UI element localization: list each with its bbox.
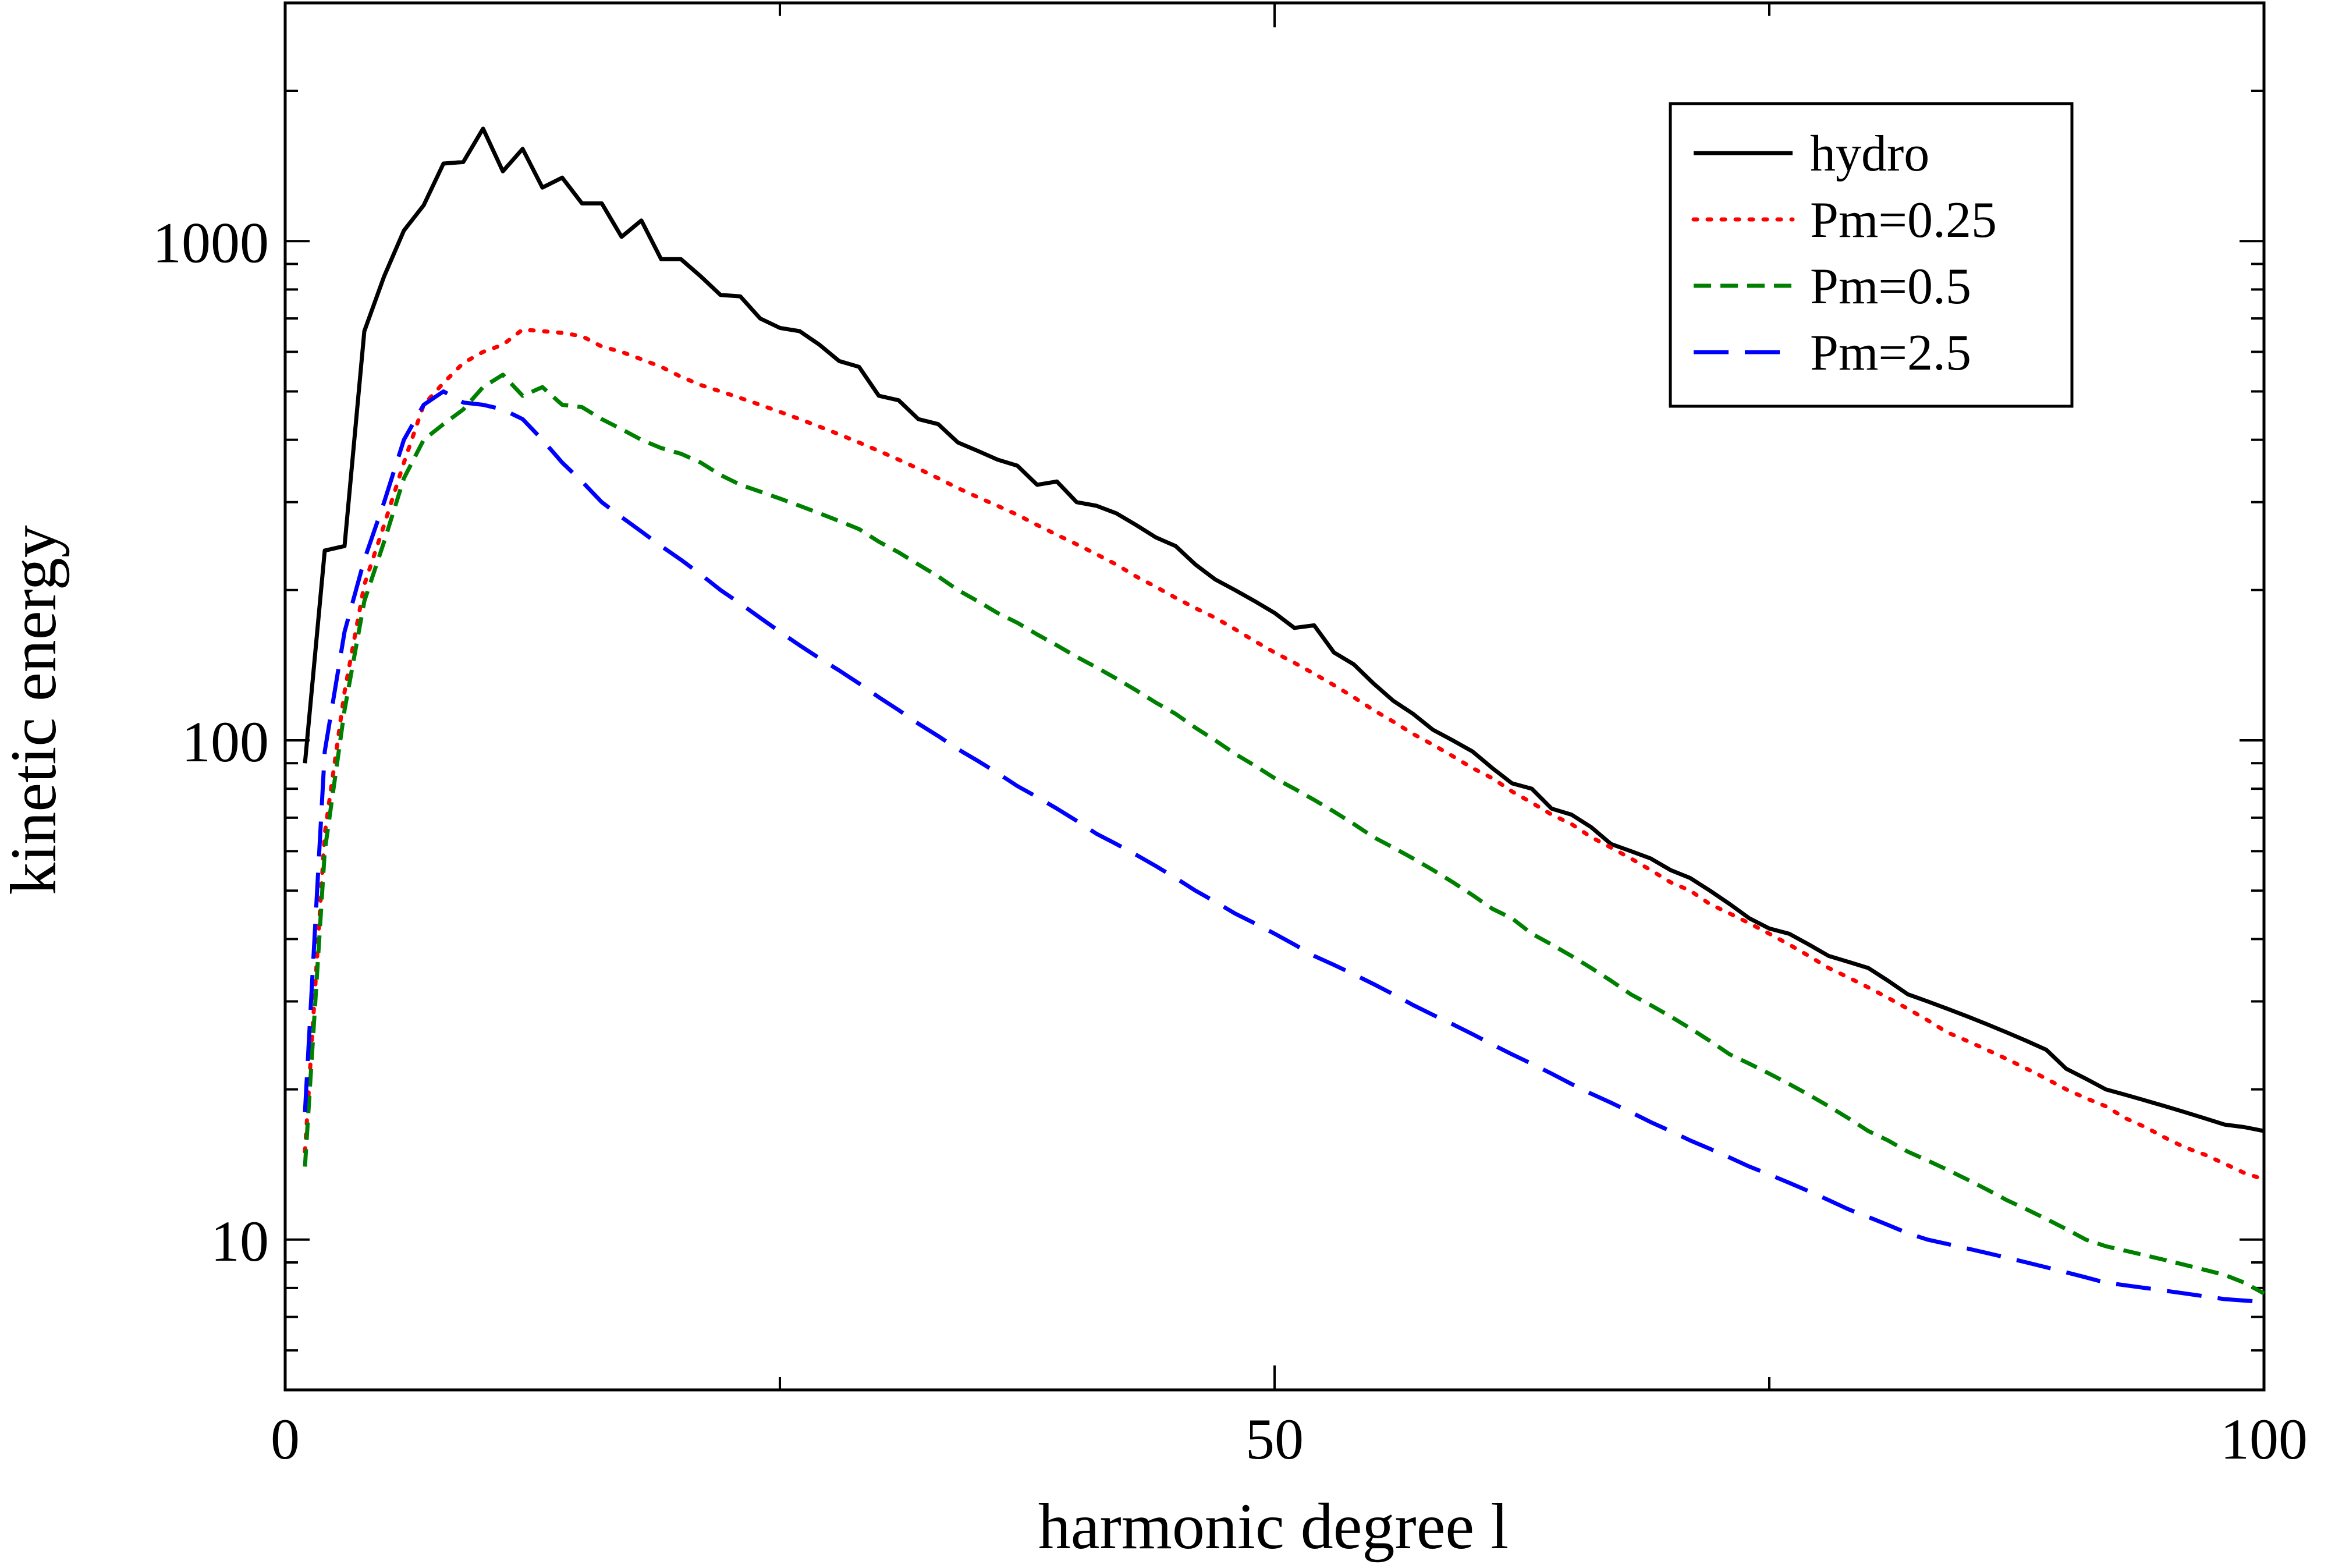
series-line-pm-0-25 xyxy=(303,327,2266,1182)
y-tick-label: 10 xyxy=(211,1209,269,1273)
x-tick-label: 100 xyxy=(2220,1407,2308,1471)
legend: hydro Pm=0.25 Pm=0.5 Pm=2.5 xyxy=(1669,102,2074,408)
series-line-pm-2-5 xyxy=(303,389,2265,1304)
x-tick-label: 50 xyxy=(1245,1407,1304,1471)
y-tick-label: 1000 xyxy=(152,210,269,275)
series-layer xyxy=(303,126,2266,1304)
legend-label: Pm=0.25 xyxy=(1810,192,1997,249)
legend-label: Pm=0.5 xyxy=(1810,258,1971,315)
series-line-pm-0-5 xyxy=(303,373,2265,1296)
series-line-hydro xyxy=(303,126,2265,1133)
tick-labels: 0 50 100 10 100 1000 xyxy=(152,210,2308,1471)
legend-label: Pm=2.5 xyxy=(1810,325,1971,381)
axis-ticks xyxy=(284,2,2265,1391)
y-tick-label: 100 xyxy=(182,709,269,774)
x-tick-label: 0 xyxy=(271,1407,300,1471)
x-axis-title: harmonic degree l xyxy=(1038,1491,1509,1563)
y-axis-title: kinetic energy xyxy=(0,525,70,895)
legend-label: hydro xyxy=(1810,126,1929,182)
